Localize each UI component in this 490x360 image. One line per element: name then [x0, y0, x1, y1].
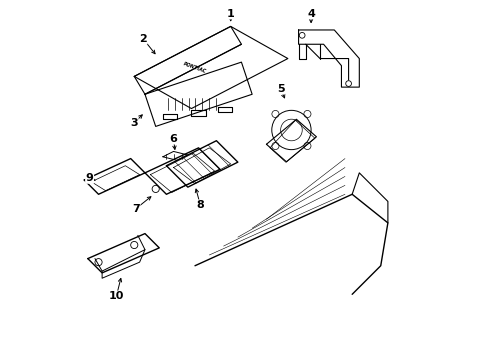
Text: 3: 3 — [130, 118, 138, 128]
Text: 10: 10 — [109, 291, 124, 301]
Text: 1: 1 — [227, 9, 235, 19]
Text: 9: 9 — [86, 173, 94, 183]
Text: 7: 7 — [132, 203, 140, 213]
Text: 8: 8 — [196, 200, 204, 210]
Text: 2: 2 — [139, 34, 147, 44]
Text: 4: 4 — [307, 9, 315, 19]
Text: 5: 5 — [277, 84, 285, 94]
Text: 6: 6 — [170, 134, 177, 144]
Text: PONTIAC: PONTIAC — [183, 61, 207, 74]
